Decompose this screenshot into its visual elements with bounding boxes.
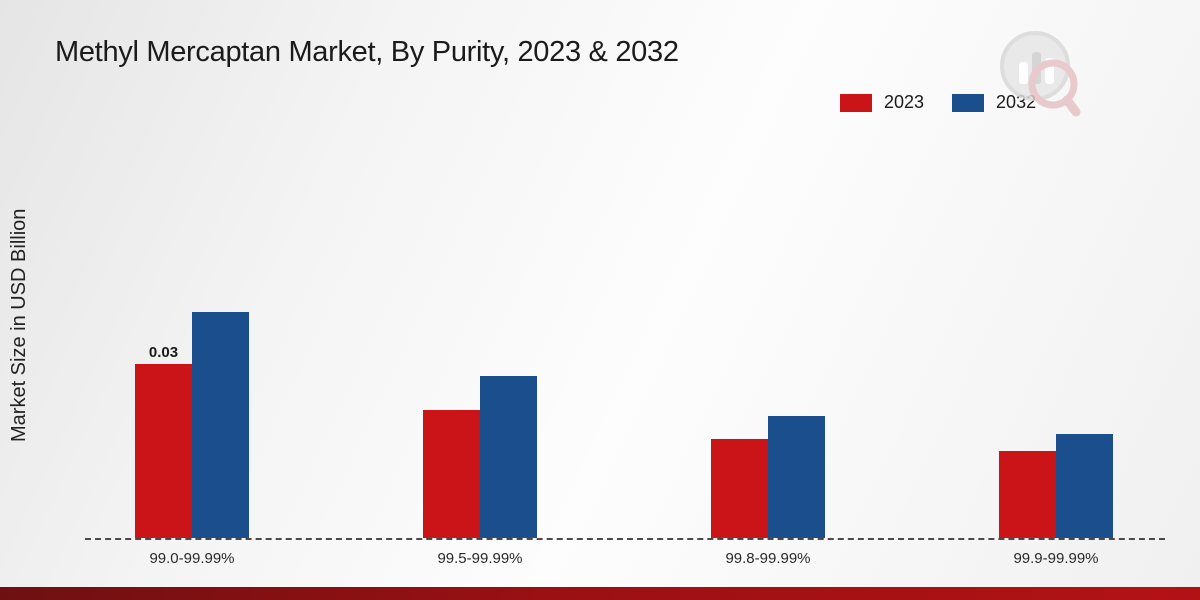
- bar-2032: [480, 376, 537, 538]
- logo-watermark-icon: [1000, 31, 1081, 117]
- bar-2023: [423, 410, 480, 538]
- bar-2032: [1056, 434, 1113, 538]
- legend: 2023 2032: [840, 92, 1036, 113]
- bar-2023: [999, 451, 1056, 538]
- bar-2032: [192, 312, 249, 538]
- legend-swatch-2023-icon: [840, 93, 872, 112]
- bar-group: 0.03 99.0-99.99%: [48, 98, 336, 567]
- category-label: 99.5-99.99%: [437, 550, 523, 567]
- bar-pair: [711, 416, 825, 538]
- y-axis-label: Market Size in USD Billion: [8, 208, 30, 442]
- bar-group: 99.9-99.99%: [912, 98, 1200, 567]
- bar-2023: [711, 439, 768, 538]
- category-label: 99.9-99.99%: [1013, 550, 1099, 567]
- bar-group: 99.8-99.99%: [624, 98, 912, 567]
- bar-2023: 0.03: [135, 344, 192, 538]
- value-label: 0.03: [148, 344, 179, 361]
- category-label: 99.0-99.99%: [149, 550, 235, 567]
- bar-group: 99.5-99.99%: [336, 98, 624, 567]
- x-axis-baseline: [85, 538, 1165, 540]
- chart-title: Methyl Mercaptan Market, By Purity, 2023…: [55, 36, 679, 68]
- plot-area: 0.03 99.0-99.99% 99.5-99.99% 99.8-99.99% 99.…: [48, 98, 1200, 567]
- legend-item-2023: 2023: [840, 92, 924, 113]
- category-label: 99.8-99.99%: [725, 550, 811, 567]
- legend-swatch-2032-icon: [952, 93, 985, 112]
- bar-2032: [768, 416, 825, 538]
- bar-pair: [999, 434, 1113, 538]
- legend-label-2023: 2023: [884, 92, 925, 112]
- bottom-accent-bar: [0, 587, 1200, 600]
- bar-pair: 0.03: [135, 312, 249, 538]
- bar-pair: [423, 376, 537, 538]
